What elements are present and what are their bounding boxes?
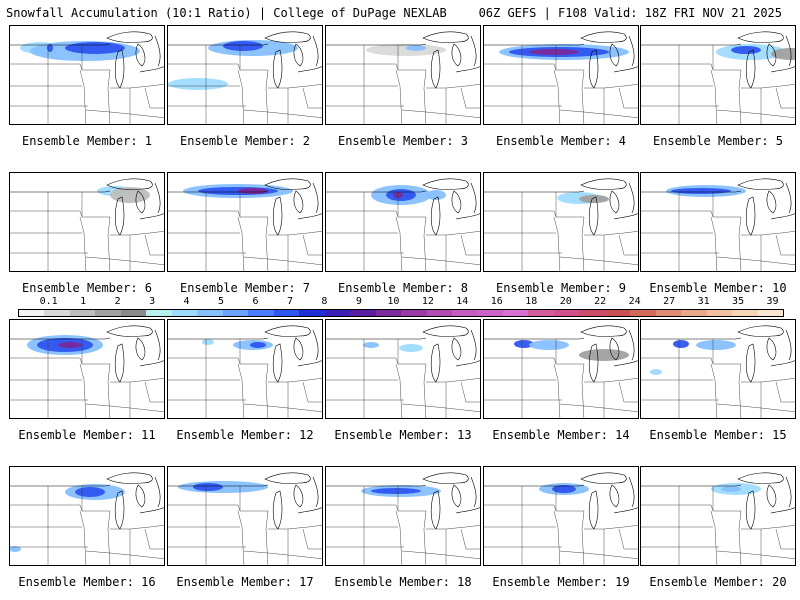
colorbar-segment [197,310,223,316]
ensemble-member-label: Ensemble Member: 6 [21,281,153,295]
ensemble-member-label: Ensemble Member: 16 [18,575,156,589]
colorbar-segment [222,310,249,316]
ensemble-member-label: Ensemble Member: 1 [21,134,153,148]
snowfall-colorbar [18,309,784,317]
colorbar-segment [579,310,605,316]
ensemble-map-panel [167,25,323,125]
colorbar-segment [477,310,503,316]
ensemble-member-label: Ensemble Member: 18 [334,575,472,589]
ensemble-map-panel [483,466,639,566]
ensemble-member-label: Ensemble Member: 10 [649,281,787,295]
ensemble-map-panel [167,172,323,272]
colorbar-segment [604,310,631,316]
colorbar-tick: 9 [355,296,362,307]
ensemble-map-panel [9,25,165,125]
colorbar-tick: 27 [663,296,676,307]
ensemble-member-label: Ensemble Member: 7 [179,281,311,295]
colorbar-segment [426,310,452,316]
colorbar-tick: 39 [766,296,779,307]
ensemble-member-label: Ensemble Member: 13 [334,428,472,442]
colorbar-tick: 16 [490,296,503,307]
colorbar-tick: 4 [183,296,190,307]
ensemble-map-panel [325,319,481,419]
colorbar-segment [502,310,529,316]
ensemble-member-label: Ensemble Member: 17 [176,575,314,589]
colorbar-segment [757,310,784,316]
ensemble-map-panel [640,172,796,272]
colorbar-tick: 14 [456,296,469,307]
ensemble-map-panel [167,319,323,419]
ensemble-map-panel [167,466,323,566]
colorbar-segment [146,310,172,316]
colorbar-segment [451,310,478,316]
ensemble-member-label: Ensemble Member: 14 [492,428,630,442]
ensemble-member-label: Ensemble Member: 4 [495,134,627,148]
ensemble-map-panel [9,172,165,272]
ensemble-member-label: Ensemble Member: 9 [495,281,627,295]
colorbar-tick: 10 [387,296,400,307]
ensemble-map-panel [9,466,165,566]
colorbar-segment [706,310,733,316]
ensemble-member-label: Ensemble Member: 15 [649,428,787,442]
colorbar-tick: 5 [218,296,225,307]
valid-time-label: 06Z GEFS | F108 Valid: 18Z FRI NOV 21 20… [478,6,782,20]
ensemble-member-label: Ensemble Member: 2 [179,134,311,148]
ensemble-member-label: Ensemble Member: 5 [652,134,784,148]
colorbar-tick: 7 [286,296,293,307]
colorbar-tick: 3 [149,296,156,307]
colorbar-segment [681,310,707,316]
colorbar-tick-labels: 0.1 1 2 3 4 5 6 7 8 9 10 12 14 16 18 20 22 24 27 31 35 39 [18,296,784,308]
colorbar-segment [655,310,682,316]
ensemble-map-panel [325,466,481,566]
ensemble-member-label: Ensemble Member: 8 [337,281,469,295]
colorbar-segment [120,310,147,316]
ensemble-map-panel [483,172,639,272]
colorbar-tick: 8 [321,296,328,307]
colorbar-segment [732,310,758,316]
colorbar-tick: 20 [559,296,572,307]
colorbar-tick: 6 [252,296,259,307]
colorbar-tick: 12 [421,296,434,307]
ensemble-map-panel [483,25,639,125]
colorbar-tick: 1 [80,296,87,307]
colorbar-segment [528,310,554,316]
colorbar-tick: 18 [525,296,538,307]
colorbar-tick: 31 [697,296,710,307]
colorbar-segment [324,310,351,316]
ensemble-member-label: Ensemble Member: 3 [337,134,469,148]
colorbar-segment [375,310,402,316]
ensemble-map-panel [640,25,796,125]
colorbar-segment [95,310,121,316]
ensemble-map-panel [325,172,481,272]
colorbar-segment [630,310,656,316]
ensemble-member-label: Ensemble Member: 20 [649,575,787,589]
colorbar-tick: 24 [628,296,641,307]
colorbar-segment [273,310,300,316]
colorbar-segment [401,310,427,316]
colorbar-tick: 35 [732,296,745,307]
ensemble-map-panel [9,319,165,419]
colorbar-segment [171,310,198,316]
ensemble-member-label: Ensemble Member: 12 [176,428,314,442]
colorbar-segment [19,310,45,316]
ensemble-member-label: Ensemble Member: 19 [492,575,630,589]
page-title: Snowfall Accumulation (10:1 Ratio) | Col… [6,6,447,20]
colorbar-segment [44,310,70,316]
colorbar-tick: 2 [114,296,121,307]
ensemble-map-panel [325,25,481,125]
colorbar-segment [553,310,580,316]
colorbar-segment [350,310,376,316]
colorbar-tick: 0.1 [39,296,58,307]
ensemble-map-panel [640,319,796,419]
colorbar-segment [69,310,96,316]
colorbar-segment [299,310,325,316]
colorbar-segment [248,310,274,316]
ensemble-map-panel [640,466,796,566]
ensemble-member-label: Ensemble Member: 11 [18,428,156,442]
ensemble-map-panel [483,319,639,419]
colorbar-tick: 22 [594,296,607,307]
